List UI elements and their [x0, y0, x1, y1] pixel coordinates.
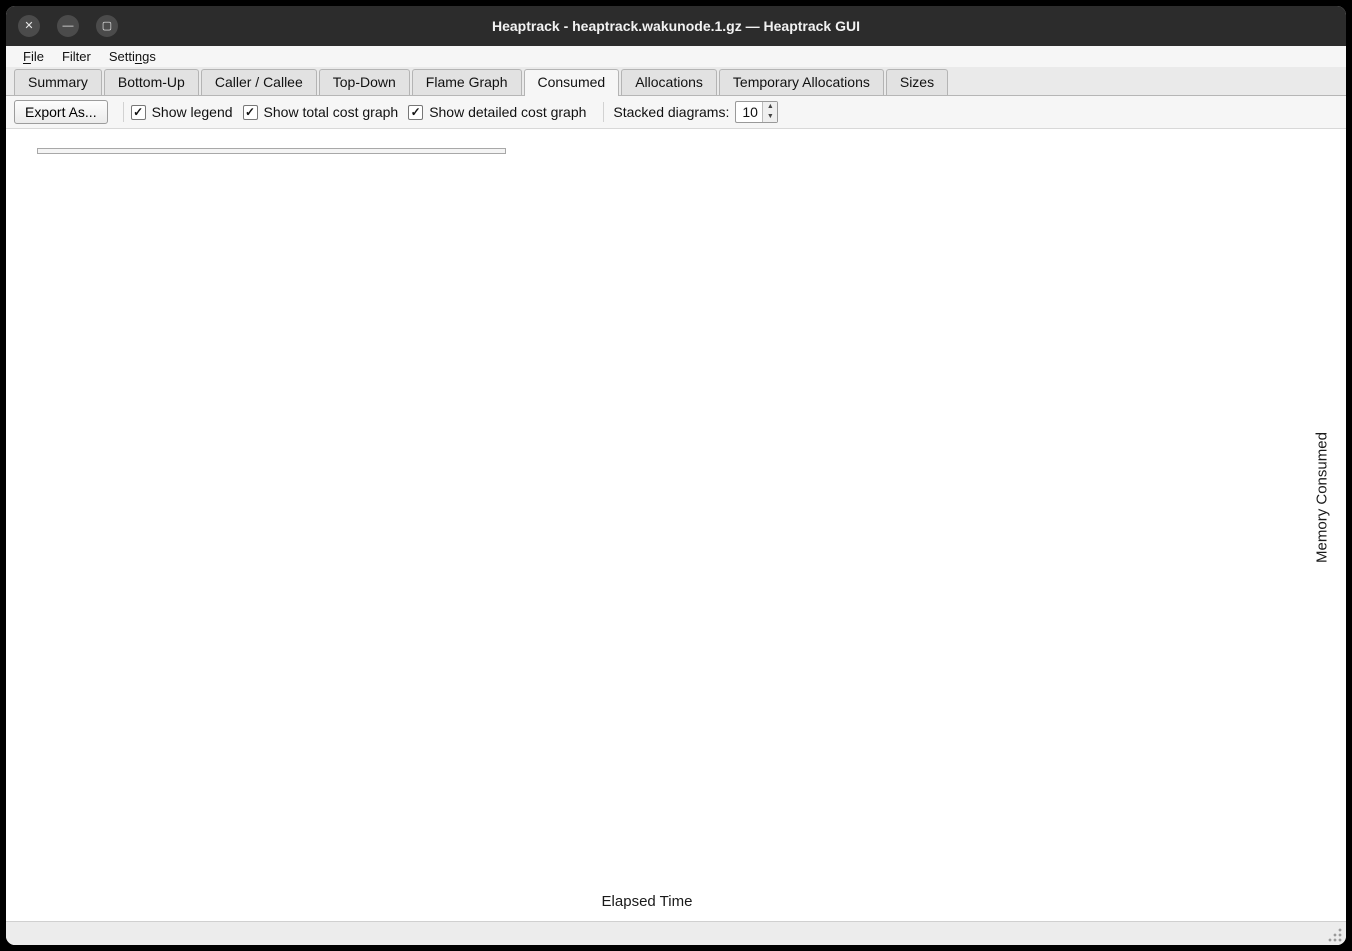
stacked-diagrams-value: 10 [736, 102, 762, 122]
export-as-button[interactable]: Export As... [14, 100, 108, 124]
status-bar [6, 921, 1346, 945]
toolbar: Export As... ✓ Show legend ✓ Show total cos… [6, 96, 1346, 129]
checkbox-icon[interactable]: ✓ [243, 105, 258, 120]
y-axis-title: Memory Consumed [1314, 418, 1331, 578]
tab-top-down[interactable]: Top-Down [319, 69, 410, 95]
toolbar-separator [123, 102, 124, 122]
menu-file[interactable]: File [14, 47, 53, 66]
title-bar[interactable]: ✕ — ▢ Heaptrack - heaptrack.wakunode.1.gz … [6, 6, 1346, 46]
menu-settings[interactable]: Settings [100, 47, 165, 66]
spin-down-icon[interactable]: ▼ [763, 112, 777, 122]
tab-caller-callee[interactable]: Caller / Callee [201, 69, 317, 95]
tab-consumed[interactable]: Consumed [524, 69, 620, 96]
close-button[interactable]: ✕ [18, 15, 40, 37]
tab-bar: SummaryBottom-UpCaller / CalleeTop-DownF… [6, 67, 1346, 96]
heaptrack-window: ✕ — ▢ Heaptrack - heaptrack.wakunode.1.gz … [6, 6, 1346, 945]
checkbox-label: Show detailed cost graph [429, 104, 586, 120]
stacked-diagrams-label: Stacked diagrams: [613, 104, 729, 120]
checkbox-label: Show total cost graph [264, 104, 399, 120]
tab-summary[interactable]: Summary [14, 69, 102, 95]
checkbox-show-total-cost-graph[interactable]: ✓ Show total cost graph [243, 104, 399, 120]
tab-allocations[interactable]: Allocations [621, 69, 717, 95]
checkbox-icon[interactable]: ✓ [131, 105, 146, 120]
toolbar-checkboxes: ✓ Show legend ✓ Show total cost graph ✓ Show … [131, 104, 597, 120]
toolbar-separator [603, 102, 604, 122]
checkbox-show-detailed-cost-graph[interactable]: ✓ Show detailed cost graph [408, 104, 586, 120]
chart-legend [37, 148, 506, 154]
minimize-button[interactable]: — [57, 15, 79, 37]
x-axis-title: Elapsed Time [37, 893, 1257, 910]
checkbox-show-legend[interactable]: ✓ Show legend [131, 104, 233, 120]
checkbox-label: Show legend [152, 104, 233, 120]
menu-bar: FileFilterSettings [6, 46, 1346, 67]
memory-consumption-chart[interactable] [37, 145, 1263, 867]
tab-bottom-up[interactable]: Bottom-Up [104, 69, 199, 95]
stacked-diagrams-spinbox[interactable]: 10 ▲ ▼ [735, 101, 778, 123]
tab-flame-graph[interactable]: Flame Graph [412, 69, 522, 95]
resize-grip-icon[interactable] [1328, 928, 1342, 942]
maximize-button[interactable]: ▢ [96, 15, 118, 37]
menu-filter[interactable]: Filter [53, 47, 100, 66]
window-title: Heaptrack - heaptrack.wakunode.1.gz — He… [6, 18, 1346, 34]
tab-temporary-allocations[interactable]: Temporary Allocations [719, 69, 884, 95]
checkbox-icon[interactable]: ✓ [408, 105, 423, 120]
consumed-chart-panel: Elapsed Time Memory Consumed [6, 129, 1346, 921]
tab-sizes[interactable]: Sizes [886, 69, 948, 95]
spin-up-icon[interactable]: ▲ [763, 102, 777, 112]
spinbox-arrows: ▲ ▼ [762, 102, 777, 122]
window-controls: ✕ — ▢ [18, 15, 118, 37]
